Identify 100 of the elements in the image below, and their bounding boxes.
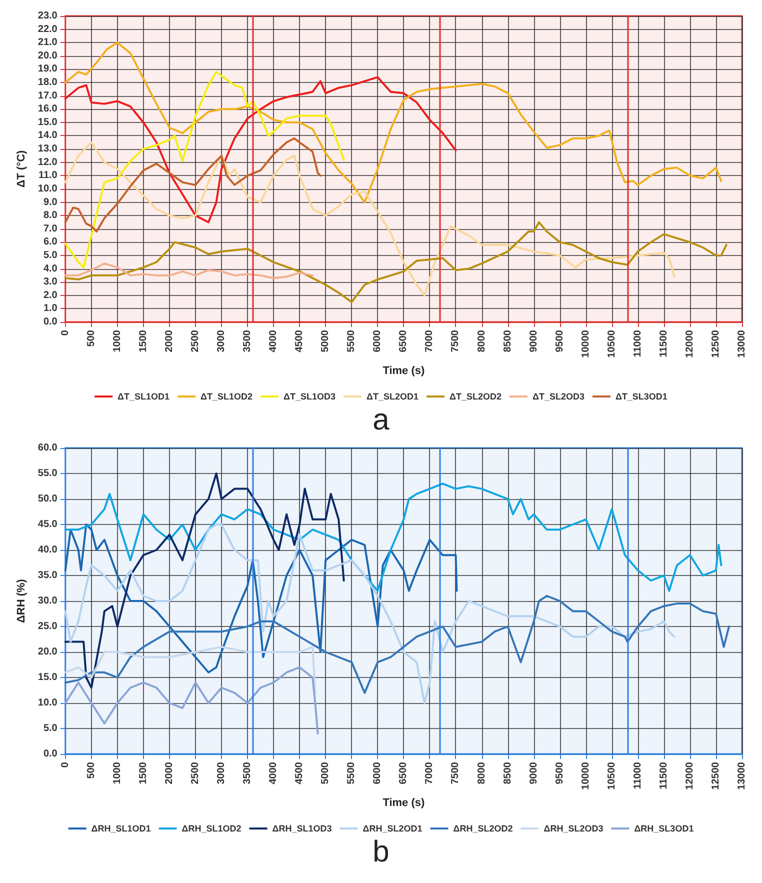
y-tick-label: 1.0 — [43, 303, 58, 314]
x-tick-label: 6500 — [398, 762, 410, 784]
text: b — [372, 836, 390, 868]
y-tick-label: 20.0 — [38, 646, 58, 658]
y-tick-label: 40.0 — [38, 544, 58, 556]
x-tick-label: 10000 — [580, 330, 592, 358]
x-tick-label: 10000 — [580, 762, 592, 790]
x-tick-label: 3000 — [216, 762, 228, 784]
x-tick-label: 7000 — [424, 762, 436, 784]
x-tick-label: 9500 — [554, 762, 566, 784]
y-tick-label: 4.0 — [43, 263, 58, 274]
x-tick-label: 2500 — [190, 330, 201, 352]
legend-label: ΔT_SL1OD3 — [284, 392, 336, 402]
line-series — [64, 221, 728, 304]
legend-label: ΔT_SL1OD1 — [118, 392, 170, 402]
x-tick-label: 0 — [60, 762, 71, 768]
y-tick-label: 45.0 — [38, 519, 58, 530]
y-tick-label: 17.0 — [38, 90, 58, 102]
legend-label: ΔT_SL2OD2 — [449, 392, 502, 402]
x-tick-label: 5000 — [320, 762, 332, 784]
y-tick-label: 15.0 — [38, 116, 58, 128]
x-tick-label: 12000 — [684, 330, 696, 358]
legend-label: ΔT_SL3OD1 — [615, 392, 668, 402]
legend-label: ΔRH_SL2OD3 — [544, 824, 604, 834]
line-series — [64, 666, 319, 735]
legend-label: ΔRH_SL3OD1 — [634, 824, 694, 834]
y-axis-title: ΔRH (%) — [16, 578, 28, 623]
x-tick-label: 7000 — [424, 330, 436, 352]
line-series — [64, 42, 722, 204]
x-tick-label: 6000 — [372, 762, 384, 784]
x-tick-label: 12500 — [710, 762, 722, 790]
x-tick-label: 1000 — [112, 330, 123, 352]
x-tick-label: 4500 — [294, 330, 306, 352]
y-tick-label: 12.0 — [38, 156, 58, 168]
y-tick-label: 22.0 — [38, 24, 58, 35]
x-tick-label: 500 — [86, 330, 97, 347]
x-axis-title: Time (s) — [382, 797, 425, 810]
x-tick-label: 3000 — [216, 330, 228, 352]
x-tick-label: 7500 — [450, 762, 462, 784]
x-tick-label: 8000 — [476, 762, 488, 784]
y-tick-label: 5.0 — [43, 250, 58, 261]
x-tick-label: 2000 — [164, 330, 175, 352]
line-series — [64, 646, 316, 694]
x-tick-label: 4500 — [294, 762, 306, 784]
y-tick-label: 50.0 — [38, 494, 58, 504]
legend-label: ΔRH_SL2OD1 — [362, 824, 422, 834]
y-tick-label: 0.0 — [43, 316, 58, 328]
x-tick-label: 10500 — [606, 330, 618, 358]
text: a — [372, 404, 390, 436]
y-tick-label: 10.0 — [38, 183, 58, 194]
y-tick-label: 19.0 — [38, 64, 58, 75]
x-tick-label: 10500 — [606, 762, 618, 790]
y-tick-label: 0.0 — [43, 748, 58, 760]
y-tick-label: 11.0 — [38, 170, 58, 182]
y-tick-label: 60.0 — [38, 442, 58, 454]
line-series — [64, 141, 676, 296]
x-tick-label: 5000 — [320, 330, 332, 352]
x-tick-label: 7500 — [450, 330, 462, 352]
y-tick-label: 7.0 — [43, 223, 58, 234]
line-series — [64, 137, 322, 233]
legend-label: ΔRH_SL1OD3 — [272, 824, 332, 834]
y-tick-label: 14.0 — [38, 130, 58, 142]
x-tick-label: 6500 — [398, 330, 410, 352]
x-tick-label: 13000 — [736, 762, 748, 790]
x-tick-label: 11500 — [658, 762, 670, 790]
x-tick-label: 11000 — [632, 762, 644, 790]
line-series — [64, 594, 730, 694]
x-tick-label: 12000 — [684, 762, 696, 790]
legend-label: ΔT_SL2OD3 — [532, 392, 584, 402]
y-tick-label: 23.0 — [38, 10, 58, 22]
x-tick-label: 11000 — [632, 330, 644, 358]
y-tick-label: 25.0 — [38, 621, 58, 632]
x-tick-label: 11500 — [658, 330, 670, 358]
y-tick-label: 5.0 — [43, 723, 58, 734]
y-tick-label: 15.0 — [38, 672, 58, 683]
x-tick-label: 4000 — [268, 330, 280, 352]
y-tick-label: 3.0 — [43, 276, 58, 288]
legend-label: ΔRH_SL2OD2 — [453, 824, 513, 834]
x-tick-label: 6000 — [372, 330, 384, 352]
x-tick-label: 5500 — [346, 762, 358, 784]
x-tick-label: 9500 — [554, 330, 566, 352]
y-tick-label: 55.0 — [38, 468, 58, 479]
x-tick-label: 2000 — [164, 762, 175, 784]
y-tick-label: 35.0 — [38, 570, 58, 581]
y-axis-title: ΔT (°C) — [16, 150, 28, 188]
line-series — [64, 70, 345, 268]
y-tick-label: 9.0 — [43, 196, 58, 208]
legend-label: ΔRH_SL1OD1 — [91, 824, 151, 834]
y-tick-label: 20.0 — [38, 50, 58, 62]
x-tick-label: 3500 — [242, 762, 254, 784]
x-tick-label: 3500 — [242, 330, 254, 352]
y-tick-label: 10.0 — [38, 698, 58, 708]
line-series — [64, 262, 314, 280]
legend-label: ΔT_SL2OD1 — [366, 392, 418, 402]
x-tick-label: 1500 — [138, 330, 149, 352]
x-axis-title: Time (s) — [382, 365, 425, 378]
y-tick-label: 13.0 — [38, 144, 58, 155]
legend-label: ΔRH_SL1OD2 — [182, 824, 242, 834]
line-series — [64, 524, 458, 674]
x-tick-label: 8500 — [502, 330, 514, 352]
